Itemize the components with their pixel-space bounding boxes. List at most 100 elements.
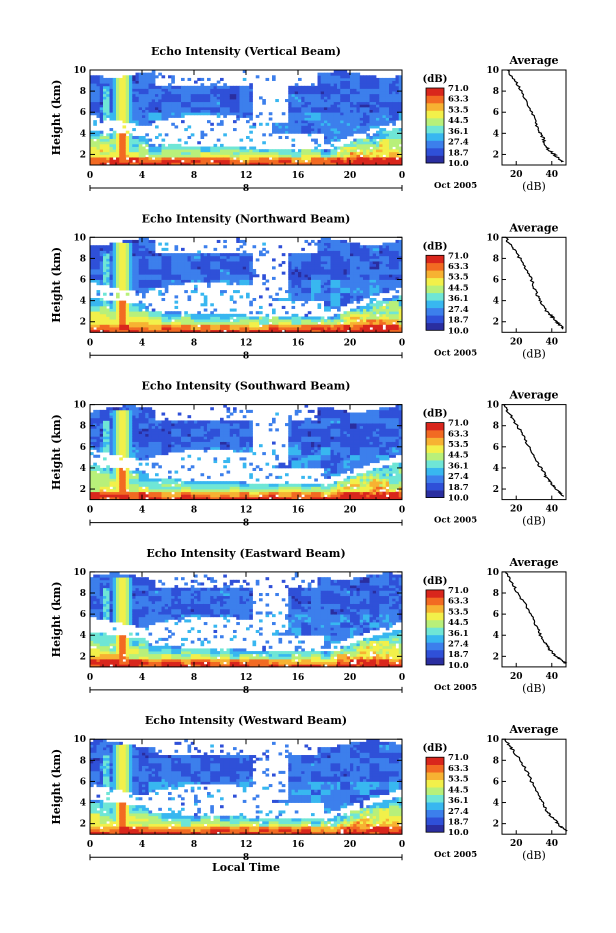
heatmap-cell — [389, 285, 393, 288]
heatmap-cell — [197, 78, 201, 81]
heatmap-cell — [389, 306, 393, 309]
heatmap-cell — [360, 245, 364, 248]
heatmap-cell — [110, 154, 114, 157]
heatmap-cell — [334, 261, 338, 264]
heatmap-cell — [188, 269, 192, 272]
heatmap-cell — [246, 256, 250, 259]
heatmap-cell — [90, 136, 94, 139]
heatmap-cell — [106, 157, 110, 160]
heatmap-cell — [334, 160, 338, 163]
heatmap-cell — [331, 253, 335, 256]
heatmap-cell — [210, 269, 214, 272]
heatmap-cell — [295, 91, 299, 94]
heatmap-cell — [204, 94, 208, 97]
colorbar-tick-label: 18.7 — [448, 316, 469, 326]
heatmap-cell — [389, 86, 393, 89]
heatmap-cell — [249, 107, 253, 110]
heatmap-cell — [360, 316, 364, 319]
heatmap-cell — [207, 319, 211, 322]
heatmap-cell — [90, 476, 94, 479]
heatmap-cell — [311, 99, 315, 102]
heatmap-cell — [217, 149, 221, 152]
heatmap-cell — [340, 285, 344, 288]
heatmap-cell — [149, 264, 153, 267]
heatmap-cell — [331, 319, 335, 322]
heatmap-cell — [129, 319, 133, 322]
heatmap-cell — [113, 264, 117, 267]
heatmap-cell — [344, 269, 348, 272]
heatmap-cell — [171, 102, 175, 105]
heatmap-cell — [386, 245, 390, 248]
heatmap-cell — [298, 104, 302, 107]
heatmap-cell — [366, 258, 370, 261]
heatmap-cell — [220, 94, 224, 97]
heatmap-cell — [97, 104, 101, 107]
heatmap-cell — [308, 285, 312, 288]
heatmap-cell — [321, 149, 325, 152]
heatmap-cell — [158, 258, 162, 261]
heatmap-cell — [311, 86, 315, 89]
heatmap-cell — [272, 78, 276, 81]
heatmap-cell — [165, 243, 169, 246]
heatmap-cell — [227, 160, 231, 163]
heatmap-cell — [324, 272, 328, 275]
colorbar-swatch — [426, 103, 444, 111]
heatmap-cell — [119, 152, 123, 155]
heatmap-cell — [386, 78, 390, 81]
heatmap-cell — [266, 327, 270, 330]
heatmap-cell — [327, 75, 331, 78]
heatmap-cell — [142, 118, 146, 121]
heatmap-cell — [321, 327, 325, 330]
heatmap-cell — [152, 272, 156, 275]
heatmap-cell — [123, 115, 127, 118]
heatmap-cell — [279, 264, 283, 267]
heatmap-cell — [178, 110, 182, 113]
heatmap-cell — [282, 152, 286, 155]
heatmap-cell — [132, 154, 136, 157]
heatmap-cell — [113, 245, 117, 248]
heatmap-cell — [366, 96, 370, 99]
heatmap-cell — [337, 91, 341, 94]
heatmap-cell — [292, 123, 296, 126]
heatmap-cell — [116, 322, 120, 325]
heatmap-cell — [175, 314, 179, 317]
heatmap-cell — [331, 125, 335, 128]
heatmap-cell — [288, 152, 292, 155]
heatmap-cell — [331, 298, 335, 301]
heatmap-cell — [149, 118, 153, 121]
heatmap-cell — [149, 269, 153, 272]
heatmap-cell — [230, 266, 234, 269]
heatmap-cell — [191, 96, 195, 99]
heatmap-cell — [201, 136, 205, 139]
heatmap-cell — [126, 277, 130, 280]
heatmap-cell — [327, 243, 331, 246]
heatmap-cell — [191, 99, 195, 102]
heatmap-cell — [116, 327, 120, 330]
heatmap-cell — [129, 245, 133, 248]
heatmap-cell — [197, 253, 201, 256]
heatmap-cell — [103, 91, 107, 94]
heatmap-cell — [350, 295, 354, 298]
heatmap-cell — [324, 269, 328, 272]
heatmap-cell — [132, 248, 136, 251]
heatmap-cell — [308, 123, 312, 126]
heatmap-cell — [344, 110, 348, 113]
heatmap-cell — [129, 303, 133, 306]
heatmap-cell — [136, 316, 140, 319]
heatmap-cell — [396, 261, 400, 264]
heatmap-cell — [243, 322, 247, 325]
heatmap-cell — [305, 295, 309, 298]
heatmap-cell — [175, 88, 179, 91]
heatmap-cell — [298, 282, 302, 285]
heatmap-cell — [363, 293, 367, 296]
heatmap-cell — [396, 314, 400, 317]
heatmap-cell — [389, 88, 393, 91]
heatmap-cell — [363, 311, 367, 314]
heatmap-cell — [207, 120, 211, 123]
heatmap-cell — [396, 264, 400, 267]
heatmap-cell — [334, 131, 338, 134]
heatmap-cell — [204, 154, 208, 157]
heatmap-cell — [353, 285, 357, 288]
heatmap-cell — [106, 149, 110, 152]
colorbar-tick-label: 71.0 — [448, 84, 469, 94]
